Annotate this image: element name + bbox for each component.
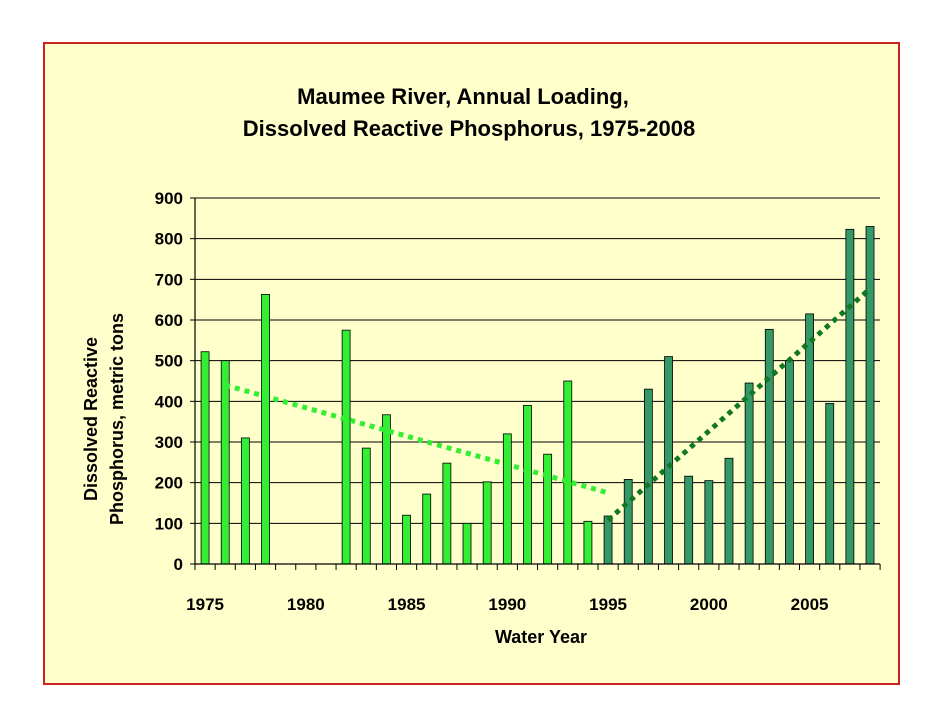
trendline-early xyxy=(224,382,609,496)
trendline-late xyxy=(606,286,872,522)
y-tick-label-700: 700 xyxy=(155,270,183,289)
bar-2001 xyxy=(724,457,734,565)
bar-1983 xyxy=(361,447,371,565)
bar-2007 xyxy=(845,228,855,565)
bar-1988 xyxy=(462,522,472,565)
trendlines xyxy=(224,286,872,522)
y-tick-label-500: 500 xyxy=(155,352,183,371)
y-axis-label-line2: Phosphorus, metric tons xyxy=(107,313,127,525)
bar-1997 xyxy=(643,388,653,565)
x-tick-label-1995: 1995 xyxy=(589,595,627,614)
y-tick-label-200: 200 xyxy=(155,474,183,493)
y-axis-label-line1: Dissolved Reactive xyxy=(81,337,101,501)
bar-2008 xyxy=(865,226,875,565)
x-tick-labels: 1975 1980 1985 1990 1995 2000 2005 xyxy=(186,595,828,614)
y-tick-label-0: 0 xyxy=(174,555,183,574)
bar-1987 xyxy=(442,462,452,565)
bar-1989 xyxy=(482,481,492,565)
bar-1993 xyxy=(563,380,573,565)
bars xyxy=(200,226,875,565)
x-tick-label-1975: 1975 xyxy=(186,595,224,614)
bar-1991 xyxy=(523,404,532,565)
chart-title: Maumee River, Annual Loading, xyxy=(297,84,629,109)
x-tick-label-2000: 2000 xyxy=(690,595,728,614)
x-tick-label-1985: 1985 xyxy=(388,595,426,614)
bar-1995 xyxy=(603,515,613,565)
bar-2004 xyxy=(785,360,794,565)
bar-2000 xyxy=(704,480,714,565)
bar-1985 xyxy=(402,514,411,565)
gridlines xyxy=(195,197,880,524)
bar-1998 xyxy=(664,356,673,565)
chart-frame: Maumee River, Annual Loading, Dissolved … xyxy=(43,42,900,685)
x-axis-label: Water Year xyxy=(495,627,587,647)
chart-subtitle: Dissolved Reactive Phosphorus, 1975-2008 xyxy=(243,116,695,141)
bar-2005 xyxy=(805,313,814,565)
bar-1992 xyxy=(543,453,553,565)
bar-2003 xyxy=(764,328,774,565)
y-tick-labels: 0 100 200 300 400 500 600 700 800 900 xyxy=(155,189,183,574)
bar-1994 xyxy=(583,520,593,565)
bar-1990 xyxy=(502,433,512,565)
bar-1975 xyxy=(200,351,210,565)
bar-1982 xyxy=(341,329,351,565)
bar-2006 xyxy=(825,402,835,565)
y-tick-label-400: 400 xyxy=(155,392,183,411)
chart-svg: Maumee River, Annual Loading, Dissolved … xyxy=(81,84,881,647)
y-tick-label-300: 300 xyxy=(155,433,183,452)
bar-1977 xyxy=(240,437,250,565)
axes xyxy=(190,197,881,570)
bar-1978 xyxy=(261,293,270,565)
x-tick-label-1980: 1980 xyxy=(287,595,325,614)
bar-2002 xyxy=(744,382,754,565)
y-tick-label-900: 900 xyxy=(155,189,183,208)
y-tick-label-800: 800 xyxy=(155,230,183,249)
bar-1986 xyxy=(422,493,432,565)
y-tick-label-100: 100 xyxy=(155,514,183,533)
bar-1999 xyxy=(684,475,694,565)
x-tick-label-2005: 2005 xyxy=(791,595,829,614)
bar-1984 xyxy=(382,414,391,565)
bar-1996 xyxy=(623,479,633,565)
y-tick-label-600: 600 xyxy=(155,311,183,330)
x-tick-label-1990: 1990 xyxy=(488,595,526,614)
bar-1976 xyxy=(220,360,230,565)
